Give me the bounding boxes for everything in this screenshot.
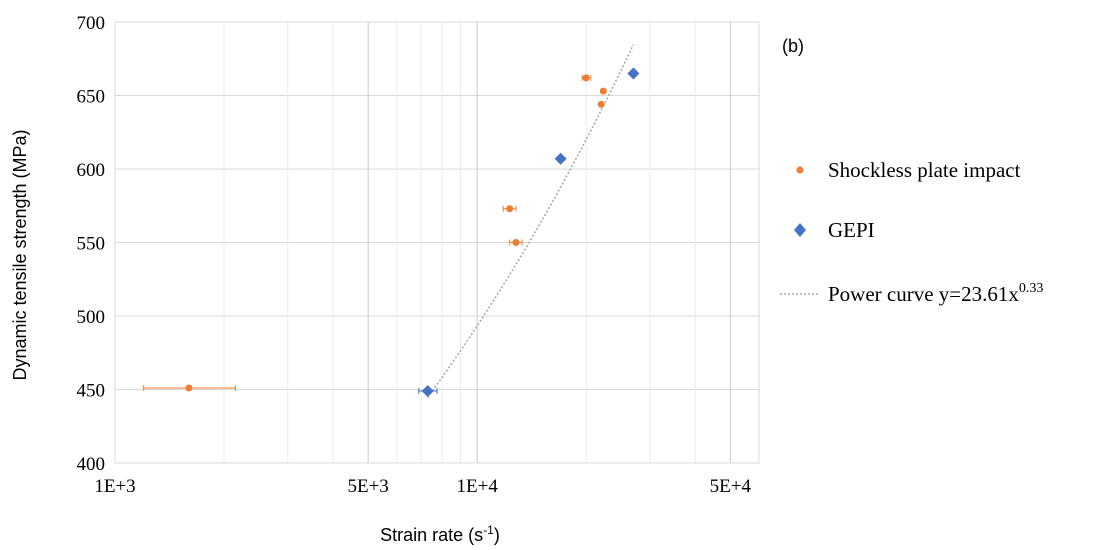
y-tick-label: 400 (77, 454, 106, 475)
y-tick-label: 500 (77, 307, 106, 328)
y-tick-label: 550 (77, 234, 106, 255)
y-tick-label: 600 (77, 160, 106, 181)
legend-label-gepi: GEPI (828, 218, 875, 242)
y-axis-title: Dynamic tensile strength (MPa) (10, 129, 30, 380)
x-tick-labels: 1E+3 5E+3 1E+4 5E+4 (94, 476, 751, 497)
shockless-point (512, 239, 520, 246)
panel-label: (b) (782, 36, 804, 56)
legend-label-fit: Power curve y=23.61x0.33 (828, 281, 1043, 306)
legend-marker-gepi (794, 223, 806, 237)
shockless-point (582, 74, 590, 82)
y-tick-label: 450 (77, 381, 106, 402)
grid-lines (114, 21, 759, 464)
x-tick-label: 1E+4 (457, 476, 499, 497)
gepi-point (627, 67, 640, 80)
y-tick-label: 700 (77, 13, 106, 34)
data-marks (143, 67, 640, 397)
x-tick-label: 5E+3 (347, 476, 388, 497)
shockless-point (597, 100, 605, 108)
plot-frame (114, 21, 760, 464)
shockless-point (185, 384, 193, 392)
power-fit-line (427, 44, 635, 398)
gepi-point (421, 384, 434, 397)
x-tick-label: 1E+3 (94, 476, 135, 497)
shockless-point (599, 87, 607, 95)
y-tick-label: 650 (77, 87, 106, 108)
x-axis-title: Strain rate (s-1) (380, 523, 500, 545)
shockless-point (506, 205, 514, 213)
legend-label-shockless: Shockless plate impact (828, 158, 1021, 182)
legend-marker-shockless (796, 166, 804, 174)
legend: Shockless plate impact GEPI Power curve … (780, 158, 1043, 306)
y-tick-labels: 400 450 500 550 600 650 700 (77, 13, 106, 475)
gepi-point (554, 152, 567, 165)
x-tick-label: 5E+4 (710, 476, 752, 497)
